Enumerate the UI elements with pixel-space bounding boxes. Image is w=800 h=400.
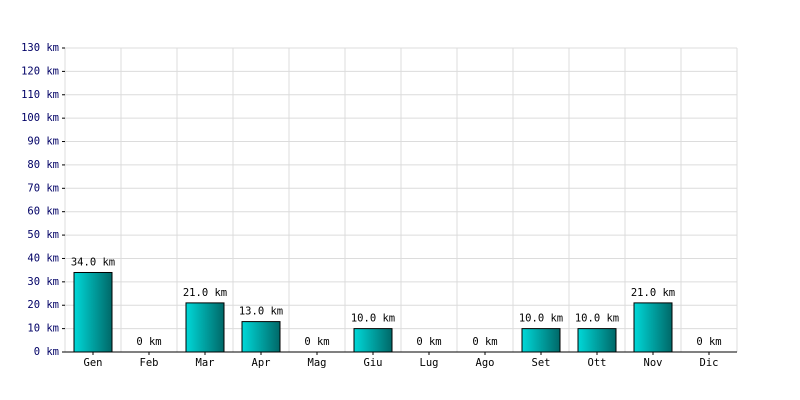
y-tick-label: 120 km — [21, 65, 59, 77]
value-label: 0 km — [416, 336, 441, 348]
y-tick-label: 0 km — [34, 346, 59, 358]
x-tick-label: Set — [532, 357, 551, 369]
y-tick-label: 100 km — [21, 112, 59, 124]
x-tick-label: Giu — [364, 357, 383, 369]
value-label: 10.0 km — [575, 313, 619, 325]
x-tick-label: Gen — [84, 357, 103, 369]
value-label: 0 km — [696, 336, 721, 348]
y-tick-label: 80 km — [27, 159, 59, 171]
value-label: 13.0 km — [239, 306, 283, 318]
x-tick-label: Apr — [252, 357, 271, 369]
value-label: 0 km — [304, 336, 329, 348]
y-tick-label: 110 km — [21, 89, 59, 101]
x-tick-label: Mar — [196, 357, 215, 369]
y-tick-label: 10 km — [27, 323, 59, 335]
value-label: 21.0 km — [183, 287, 227, 299]
y-tick-label: 30 km — [27, 276, 59, 288]
value-label: 10.0 km — [351, 313, 395, 325]
bar — [185, 302, 225, 353]
bar — [633, 302, 673, 353]
y-tick-label: 50 km — [27, 229, 59, 241]
y-tick-label: 40 km — [27, 252, 59, 264]
y-tick-label: 90 km — [27, 136, 59, 148]
y-tick-label: 130 km — [21, 42, 59, 54]
x-tick-label: Ago — [476, 357, 495, 369]
y-tick-label: 20 km — [27, 299, 59, 311]
value-label: 34.0 km — [71, 256, 115, 268]
value-label: 10.0 km — [519, 313, 563, 325]
x-tick-label: Mag — [308, 357, 327, 369]
y-tick-label: 60 km — [27, 206, 59, 218]
x-tick-label: Dic — [700, 357, 719, 369]
x-tick-label: Ott — [588, 357, 607, 369]
x-tick-label: Feb — [140, 357, 159, 369]
bar — [521, 328, 561, 353]
value-label: 21.0 km — [631, 287, 675, 299]
value-label: 0 km — [472, 336, 497, 348]
x-tick-label: Nov — [644, 357, 663, 369]
bar — [73, 271, 113, 353]
bar — [577, 328, 617, 353]
bar — [353, 328, 393, 353]
y-tick-label: 70 km — [27, 182, 59, 194]
bar — [241, 321, 281, 353]
value-label: 0 km — [136, 336, 161, 348]
x-tick-label: Lug — [420, 357, 439, 369]
